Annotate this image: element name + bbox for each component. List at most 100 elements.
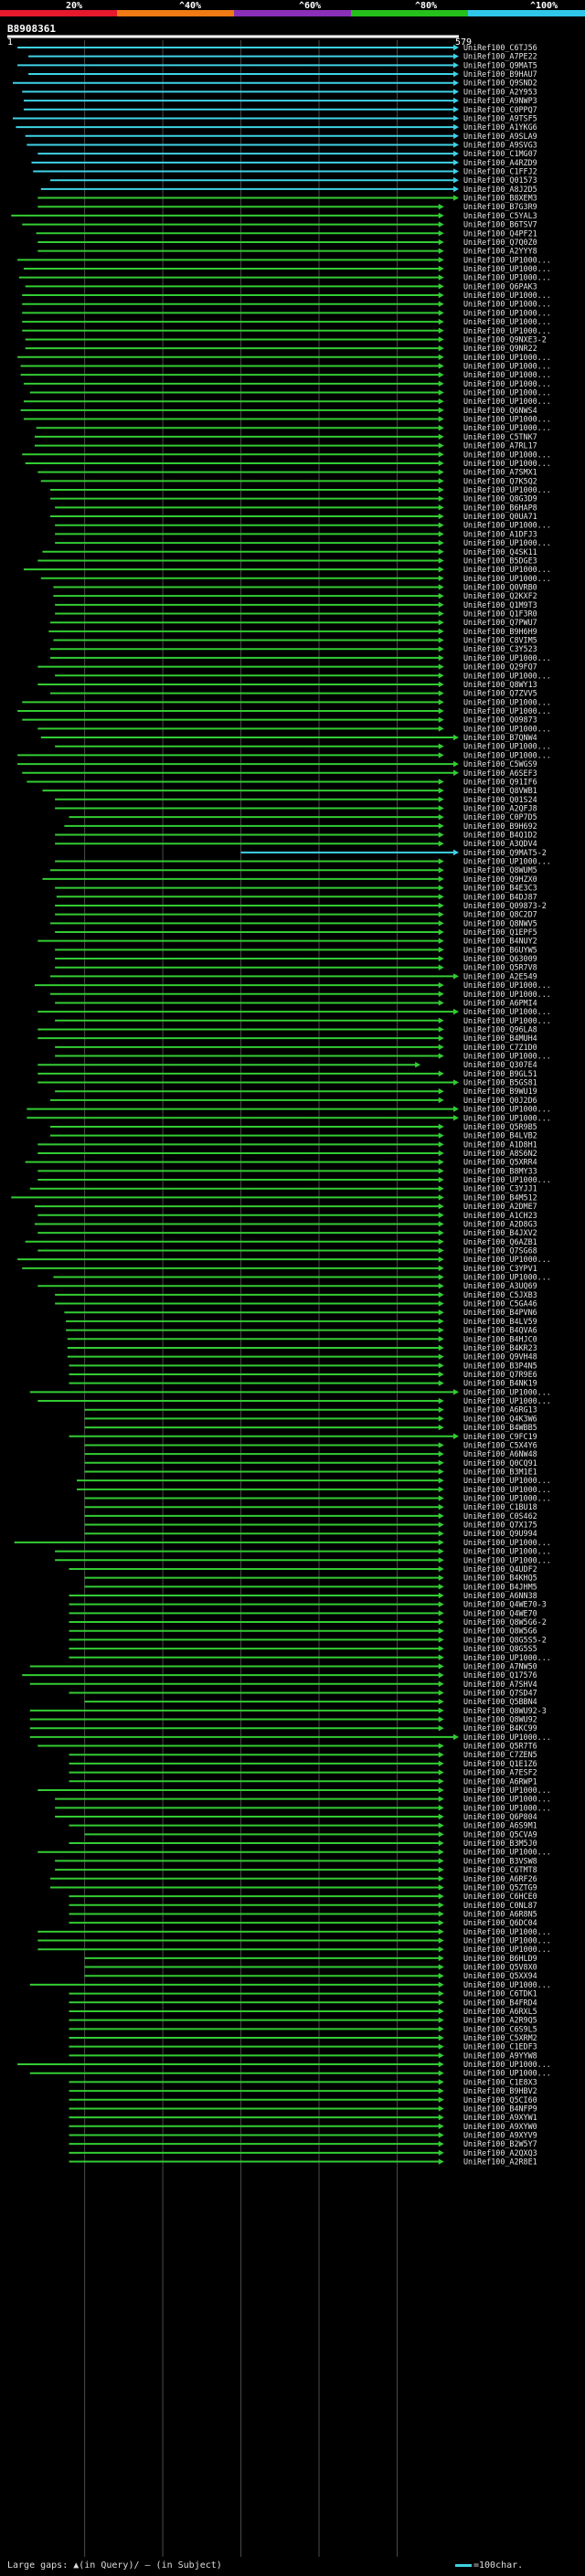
hit-label[interactable]: UniRef100_UP1000...: [463, 397, 551, 406]
hit-label[interactable]: UniRef100_B8MY33: [463, 1166, 537, 1175]
hit-label[interactable]: UniRef100_A6NW48: [463, 1449, 537, 1458]
hit-label[interactable]: UniRef100_Q9MAT5: [463, 60, 537, 69]
hit-label[interactable]: UniRef100_UP1000...: [463, 423, 551, 432]
hit-label[interactable]: UniRef100_B7QNW4: [463, 733, 537, 742]
hit-label[interactable]: UniRef100_UP1000...: [463, 450, 551, 459]
hit-label[interactable]: UniRef100_B6HLD9: [463, 1954, 537, 1963]
hit-label[interactable]: UniRef100_Q5R7V8: [463, 963, 537, 972]
hit-label[interactable]: UniRef100_UP1000...: [463, 697, 551, 706]
hit-label[interactable]: UniRef100_UP1000...: [463, 1547, 551, 1556]
hit-label[interactable]: UniRef100_B4E3C3: [463, 884, 537, 893]
hit-label[interactable]: UniRef100_UP1000...: [463, 1795, 551, 1804]
hit-label[interactable]: UniRef100_Q6PAK3: [463, 281, 537, 291]
hit-label[interactable]: UniRef100_Q7ZVV5: [463, 689, 537, 698]
hit-label[interactable]: UniRef100_Q5R7T6: [463, 1742, 537, 1751]
hit-label[interactable]: UniRef100_Q9HZX0: [463, 875, 537, 884]
hit-label[interactable]: UniRef100_Q8VWB1: [463, 786, 537, 795]
hit-label[interactable]: UniRef100_Q01S24: [463, 795, 537, 804]
hit-label[interactable]: UniRef100_Q6DC04: [463, 1918, 537, 1927]
hit-label[interactable]: UniRef100_Q4K3W6: [463, 1414, 537, 1423]
hit-label[interactable]: UniRef100_UP1000...: [463, 326, 551, 335]
hit-label[interactable]: UniRef100_UP1000...: [463, 317, 551, 326]
hit-label[interactable]: UniRef100_UP1000...: [463, 1980, 551, 1989]
hit-label[interactable]: UniRef100_B8XEM3: [463, 194, 537, 203]
hit-label[interactable]: UniRef100_B5DGE3: [463, 556, 537, 565]
hit-label[interactable]: UniRef100_B4NK19: [463, 1379, 537, 1388]
hit-label[interactable]: UniRef100_UP1000...: [463, 361, 551, 370]
hit-label[interactable]: UniRef100_Q4SK11: [463, 547, 537, 557]
hit-label[interactable]: UniRef100_B4LV59: [463, 1317, 537, 1326]
hit-label[interactable]: UniRef100_Q7Q0Z0: [463, 238, 537, 247]
hit-label[interactable]: UniRef100_A9SLA9: [463, 132, 537, 141]
hit-label[interactable]: UniRef100_UP1000...: [463, 538, 551, 547]
hit-label[interactable]: UniRef100_A6RF26: [463, 1874, 537, 1883]
hit-label[interactable]: UniRef100_Q7PWU7: [463, 618, 537, 627]
hit-label[interactable]: UniRef100_Q5R9B5: [463, 1122, 537, 1131]
hit-label[interactable]: UniRef100_C0PPQ7: [463, 105, 537, 114]
hit-label[interactable]: UniRef100_C5X4Y6: [463, 1440, 537, 1449]
hit-label[interactable]: UniRef100_C1BU18: [463, 1502, 537, 1511]
hit-label[interactable]: UniRef100_B4Q1D2: [463, 831, 537, 840]
hit-label[interactable]: UniRef100_B4NFP9: [463, 2104, 537, 2113]
hit-label[interactable]: UniRef100_C6TMT8: [463, 1865, 537, 1874]
hit-label[interactable]: UniRef100_UP1000...: [463, 1255, 551, 1264]
hit-label[interactable]: UniRef100_Q29FQ7: [463, 663, 537, 672]
hit-label[interactable]: UniRef100_B7G3R9: [463, 202, 537, 211]
hit-label[interactable]: UniRef100_B4FRD4: [463, 1998, 537, 2007]
hit-label[interactable]: UniRef100_A9XYW0: [463, 2122, 537, 2131]
hit-label[interactable]: UniRef100_A7ESF2: [463, 1768, 537, 1777]
hit-label[interactable]: UniRef100_UP1000...: [463, 1733, 551, 1742]
hit-label[interactable]: UniRef100_A2QFJ8: [463, 803, 537, 812]
hit-label[interactable]: UniRef100_UP1000...: [463, 1476, 551, 1485]
hit-label[interactable]: UniRef100_B2W5Y7: [463, 2139, 537, 2148]
hit-label[interactable]: UniRef100_UP1000...: [463, 1175, 551, 1184]
hit-label[interactable]: UniRef100_UP1000...: [463, 255, 551, 264]
hit-label[interactable]: UniRef100_UP1000...: [463, 2069, 551, 2078]
hit-label[interactable]: UniRef100_C6HCE0: [463, 1892, 537, 1901]
hit-label[interactable]: UniRef100_A7SHV4: [463, 1680, 537, 1689]
hit-label[interactable]: UniRef100_A8S6N2: [463, 1149, 537, 1158]
hit-label[interactable]: UniRef100_Q9MAT5-2: [463, 848, 547, 857]
hit-label[interactable]: UniRef100_C3Y523: [463, 644, 537, 653]
hit-label[interactable]: UniRef100_A9YYW8: [463, 2051, 537, 2060]
hit-label[interactable]: UniRef100_UP1000...: [463, 291, 551, 300]
hit-label[interactable]: UniRef100_B5GS81: [463, 1078, 537, 1087]
hit-label[interactable]: UniRef100_Q91IF6: [463, 777, 537, 786]
hit-label[interactable]: UniRef100_A7PE22: [463, 52, 537, 61]
hit-label[interactable]: UniRef100_A2Y953: [463, 87, 537, 96]
hit-label[interactable]: UniRef100_A1CH23: [463, 1211, 537, 1220]
hit-label[interactable]: UniRef100_Q4UDF2: [463, 1564, 537, 1574]
hit-label[interactable]: UniRef100_A2YYY8: [463, 247, 537, 256]
hit-label[interactable]: UniRef100_Q17576: [463, 1670, 537, 1680]
hit-label[interactable]: UniRef100_Q8WY13: [463, 680, 537, 689]
hit-label[interactable]: UniRef100_UP1000...: [463, 1273, 551, 1282]
hit-label[interactable]: UniRef100_UP1000...: [463, 1387, 551, 1396]
hit-label[interactable]: UniRef100_A1YKG6: [463, 122, 537, 132]
hit-label[interactable]: UniRef100_A2R9Q5: [463, 2016, 537, 2025]
hit-label[interactable]: UniRef100_A2R8E1: [463, 2157, 537, 2167]
hit-label[interactable]: UniRef100_UP1000...: [463, 308, 551, 317]
hit-label[interactable]: UniRef100_C5TNK7: [463, 432, 537, 441]
hit-label[interactable]: UniRef100_A3QDV4: [463, 839, 537, 848]
hit-label[interactable]: UniRef100_Q9SND2: [463, 79, 537, 88]
hit-label[interactable]: UniRef100_UP1000...: [463, 370, 551, 379]
hit-label[interactable]: UniRef100_B9HAU7: [463, 69, 537, 79]
hit-label[interactable]: UniRef100_A6SEF3: [463, 769, 537, 778]
hit-label[interactable]: UniRef100_C6S9L5: [463, 2024, 537, 2033]
hit-label[interactable]: UniRef100_B9HBV2: [463, 2086, 537, 2095]
hit-label[interactable]: UniRef100_C1MG07: [463, 149, 537, 158]
hit-label[interactable]: UniRef100_Q0UA71: [463, 512, 537, 521]
hit-label[interactable]: UniRef100_B6TSV7: [463, 220, 537, 229]
hit-label[interactable]: UniRef100_UP1000...: [463, 264, 551, 273]
hit-label[interactable]: UniRef100_UP1000...: [463, 724, 551, 733]
hit-label[interactable]: UniRef100_Q09873-2: [463, 901, 547, 910]
hit-label[interactable]: UniRef100_A6NN38: [463, 1591, 537, 1600]
hit-label[interactable]: UniRef100_UP1000...: [463, 742, 551, 751]
hit-label[interactable]: UniRef100_UP1000...: [463, 353, 551, 362]
hit-label[interactable]: UniRef100_Q01573: [463, 175, 537, 185]
hit-label[interactable]: UniRef100_Q1F3R0: [463, 610, 537, 619]
hit-label[interactable]: UniRef100_A9XYW1: [463, 2113, 537, 2122]
hit-label[interactable]: UniRef100_UP1000...: [463, 1653, 551, 1662]
hit-label[interactable]: UniRef100_A6S9M1: [463, 1821, 537, 1830]
hit-label[interactable]: UniRef100_Q8W5G6-2: [463, 1617, 547, 1627]
